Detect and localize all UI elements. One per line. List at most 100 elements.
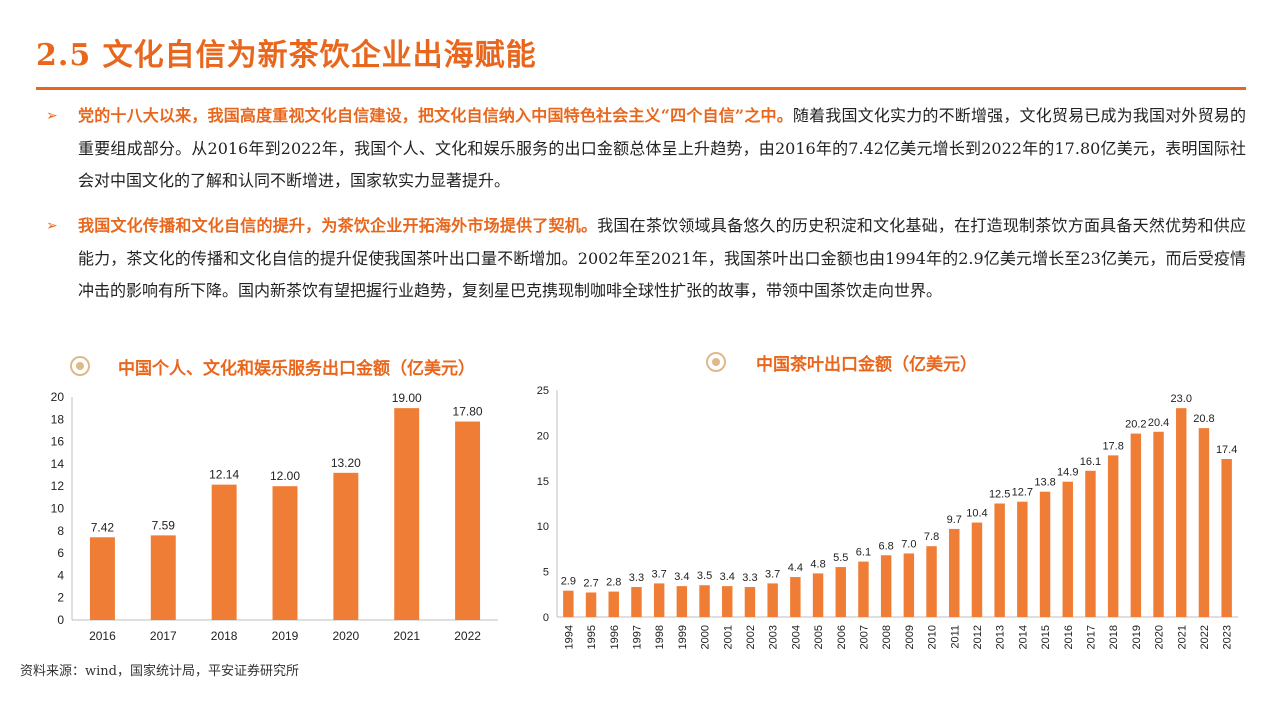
bar xyxy=(1130,433,1142,617)
bar xyxy=(653,583,665,617)
y-tick-label: 5 xyxy=(543,567,549,579)
bar xyxy=(858,561,869,617)
data-label: 7.0 xyxy=(901,538,916,550)
bar xyxy=(150,535,176,620)
chart-culture-services-export: 0 2 4 6 8 10 12 14 16 18 20 7.42 2016 7.59 2017 12.14 20… xyxy=(51,390,498,643)
bar xyxy=(812,573,824,617)
data-label: 12.14 xyxy=(209,468,239,482)
y-tick-label: 0 xyxy=(57,613,64,627)
bar xyxy=(585,592,597,617)
data-label: 17.8 xyxy=(1102,440,1123,452)
bar xyxy=(767,583,778,617)
y-tick-label: 2 xyxy=(57,591,64,605)
bar xyxy=(1221,459,1232,617)
data-label: 12.00 xyxy=(270,469,300,483)
bar xyxy=(211,484,237,620)
data-label: 4.4 xyxy=(788,562,803,574)
x-tick-label: 2019 xyxy=(1131,625,1143,649)
bar xyxy=(455,421,481,620)
bar xyxy=(994,503,1005,617)
data-label: 2.7 xyxy=(583,577,598,589)
y-tick-label: 6 xyxy=(57,546,64,560)
data-label: 3.4 xyxy=(720,571,735,583)
data-label: 5.5 xyxy=(833,552,848,564)
bar xyxy=(1198,428,1210,617)
y-tick-label: 10 xyxy=(51,502,65,516)
data-label: 3.7 xyxy=(652,568,667,580)
x-tick-label: 2000 xyxy=(700,625,712,649)
x-tick-label: 2016 xyxy=(89,629,116,643)
x-tick-label: 2017 xyxy=(1085,625,1097,649)
x-tick-label: 2003 xyxy=(768,625,780,649)
bar xyxy=(744,587,756,617)
bar xyxy=(1085,470,1096,617)
x-tick-label: 2009 xyxy=(904,625,916,649)
x-tick-label: 2018 xyxy=(211,629,238,643)
x-tick-label: 2021 xyxy=(393,629,420,643)
chart1-title-badge-icon xyxy=(70,356,90,376)
x-tick-label: 2012 xyxy=(972,625,984,649)
bullet-body-1: 随着我国文化实力的不断增强，文化贸易已成为我国对外贸易的重要组成部分。从2016… xyxy=(78,106,1246,190)
data-label: 12.5 xyxy=(989,489,1010,501)
bar xyxy=(949,528,960,617)
bar xyxy=(1107,455,1119,617)
x-tick-label: 2022 xyxy=(1199,625,1211,649)
bar xyxy=(272,486,298,620)
bar xyxy=(676,586,688,617)
bullet-paragraph-2: ➢ 我国文化传播和文化自信的提升，为茶饮企业开拓海外市场提供了契机。我国在茶饮领… xyxy=(46,210,1246,308)
y-tick-label: 14 xyxy=(51,457,65,471)
bar xyxy=(903,553,915,617)
bullet-highlight-2: 我国文化传播和文化自信的提升，为茶饮企业开拓海外市场提供了契机。 xyxy=(78,216,598,235)
chart2-title-badge-icon xyxy=(706,352,726,372)
data-label: 6.1 xyxy=(856,547,871,559)
data-label: 10.4 xyxy=(966,508,987,520)
data-label: 17.4 xyxy=(1216,444,1237,456)
data-label: 20.8 xyxy=(1193,413,1214,425)
bullet-arrow-icon: ➢ xyxy=(46,218,58,234)
data-label: 7.8 xyxy=(924,531,939,543)
chart1-title: 中国个人、文化和娱乐服务出口金额（亿美元） xyxy=(118,359,475,379)
data-label: 7.59 xyxy=(152,518,176,532)
x-tick-label: 2017 xyxy=(150,629,177,643)
x-tick-label: 2020 xyxy=(333,629,360,643)
x-tick-label: 1995 xyxy=(586,625,598,649)
x-tick-label: 2011 xyxy=(949,625,961,649)
bar xyxy=(608,591,619,617)
x-tick-label: 2018 xyxy=(1108,625,1120,649)
title-divider xyxy=(36,87,1246,90)
bar xyxy=(1039,491,1051,617)
data-label: 2.9 xyxy=(561,576,576,588)
data-label: 4.8 xyxy=(810,558,825,570)
data-label: 23.0 xyxy=(1171,393,1192,405)
x-tick-label: 1998 xyxy=(654,625,666,649)
bar xyxy=(926,546,937,617)
y-tick-label: 8 xyxy=(57,524,64,538)
bullet-text-1: 党的十八大以来，我国高度重视文化自信建设，把文化自信纳入中国特色社会主义“四个自… xyxy=(78,100,1246,198)
data-label: 3.3 xyxy=(629,572,644,584)
x-tick-label: 2020 xyxy=(1154,625,1166,649)
y-tick-label: 18 xyxy=(51,412,65,426)
x-tick-label: 2023 xyxy=(1222,625,1234,649)
data-label: 17.80 xyxy=(453,405,483,419)
data-label: 20.2 xyxy=(1125,419,1146,431)
x-tick-label: 2019 xyxy=(272,629,299,643)
y-tick-label: 20 xyxy=(537,430,549,442)
x-tick-label: 2014 xyxy=(1017,625,1029,649)
data-label: 6.8 xyxy=(879,540,894,552)
data-label: 20.4 xyxy=(1148,417,1169,429)
x-tick-label: 2010 xyxy=(927,625,939,649)
y-tick-label: 12 xyxy=(51,479,65,493)
bullet-text-2: 我国文化传播和文化自信的提升，为茶饮企业开拓海外市场提供了契机。我国在茶饮领域具… xyxy=(78,210,1246,308)
x-tick-label: 2001 xyxy=(722,625,734,649)
y-tick-label: 15 xyxy=(537,476,549,488)
bar xyxy=(790,577,801,617)
y-tick-label: 16 xyxy=(51,435,65,449)
data-label: 19.00 xyxy=(392,391,422,405)
data-label: 9.7 xyxy=(947,514,962,526)
bar xyxy=(394,408,420,620)
bar xyxy=(1062,481,1073,617)
data-label: 3.5 xyxy=(697,570,712,582)
data-label: 2.8 xyxy=(606,577,621,589)
bar xyxy=(333,472,359,620)
y-tick-label: 10 xyxy=(537,521,549,533)
